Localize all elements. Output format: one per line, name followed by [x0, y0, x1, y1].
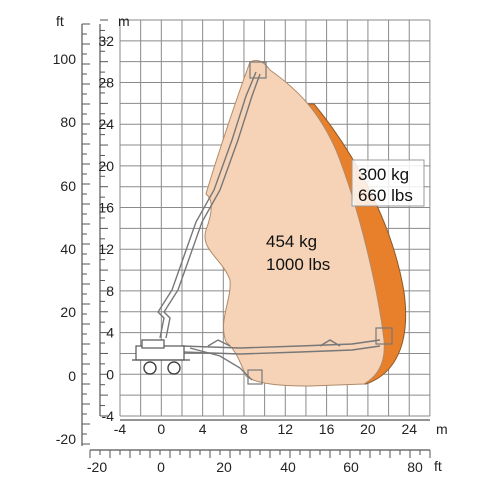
m-bottom-label: 16	[319, 421, 335, 437]
m-left-label: 8	[106, 283, 114, 299]
ft-bottom-label: 20	[216, 459, 232, 475]
unit-ft-left: ft	[56, 13, 64, 29]
unit-ft-bottom: ft	[434, 458, 442, 474]
basket-low	[247, 369, 263, 385]
capacity-1000lbs-text: 1000 lbs	[266, 255, 330, 274]
ft-left-label: 60	[60, 178, 76, 194]
m-bottom-label: 8	[240, 421, 248, 437]
ft-left-label: 40	[60, 241, 76, 257]
m-left-label: -4	[102, 408, 115, 424]
m-bottom-label: 20	[360, 421, 376, 437]
capacity-300kg-text: 300 kg	[358, 165, 409, 184]
capacity-660lbs-text: 660 lbs	[358, 186, 413, 205]
m-left-label: 12	[98, 241, 114, 257]
boom-raised	[157, 61, 267, 339]
m-left-label: 4	[106, 325, 114, 341]
m-bottom-label: 24	[401, 421, 417, 437]
m-left-label: 28	[98, 75, 114, 91]
ft-bottom-label: 0	[157, 459, 165, 475]
m-left-label: 32	[98, 33, 114, 49]
ft-left-label: 0	[68, 368, 76, 384]
m-left-label: 16	[98, 200, 114, 216]
ft-bottom-label: 60	[343, 459, 359, 475]
basket-right	[375, 327, 393, 345]
wheel-front	[167, 361, 181, 375]
wheel-rear	[143, 361, 157, 375]
ft-left-label: 100	[53, 51, 77, 67]
m-left-label: 24	[98, 116, 114, 132]
unit-m-top: m	[118, 13, 130, 29]
ft-bottom-label: 40	[280, 459, 296, 475]
ft-left-label: 20	[60, 304, 76, 320]
ft-bottom-label: -20	[87, 459, 107, 475]
label-300kg: 300 kg 660 lbs	[351, 159, 425, 207]
m-left-label: 20	[98, 158, 114, 174]
m-bottom-label: 12	[277, 421, 293, 437]
m-bottom-label: 0	[157, 421, 165, 437]
m-left-label: 0	[106, 366, 114, 382]
boom-lowered	[189, 347, 263, 385]
zone-454kg	[204, 59, 385, 387]
unit-m-right: m	[436, 421, 448, 437]
basket-top	[249, 61, 267, 79]
ft-left-label: -20	[56, 431, 76, 447]
m-bottom-label: -4	[114, 421, 127, 437]
machine-chassis	[132, 339, 190, 375]
label-454kg: 454 kg 1000 lbs	[266, 232, 330, 274]
boom-horizontal	[181, 327, 393, 355]
ft-bottom-label: 80	[407, 459, 423, 475]
capacity-454kg-text: 454 kg	[266, 232, 317, 251]
ft-left-label: 80	[60, 114, 76, 130]
m-bottom-label: 4	[199, 421, 207, 437]
